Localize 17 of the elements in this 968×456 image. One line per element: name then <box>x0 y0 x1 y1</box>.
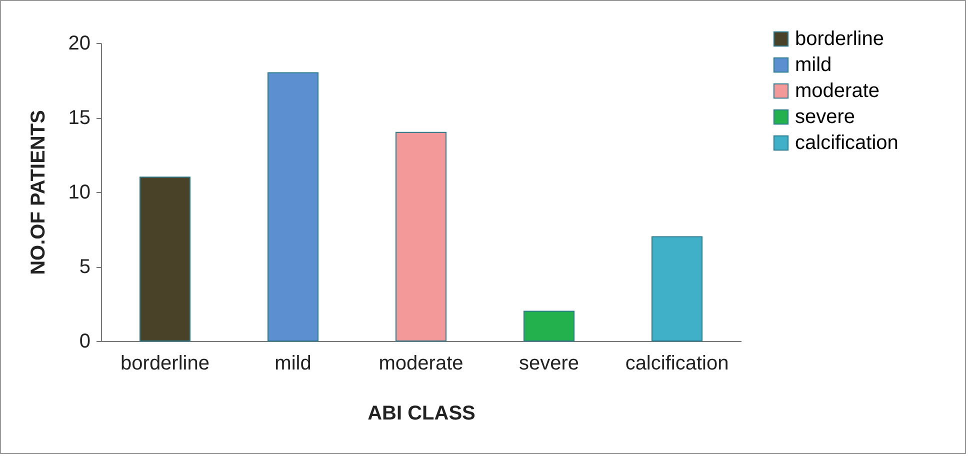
y-tick-label: 20 <box>68 32 90 54</box>
y-tick-label: 10 <box>68 182 90 204</box>
y-tick-label: 15 <box>68 107 90 129</box>
x-tick-label: calcification <box>625 352 729 374</box>
legend-label: borderline <box>795 28 884 50</box>
legend-label: calcification <box>795 132 898 154</box>
legend-label: severe <box>795 106 856 128</box>
x-tick-label: severe <box>518 352 580 374</box>
x-tick-label: borderline <box>120 352 210 374</box>
legend-label: moderate <box>795 80 880 102</box>
y-tick-label: 5 <box>79 256 90 278</box>
legend-label: mild <box>795 54 832 76</box>
y-tick-label: 0 <box>79 330 90 352</box>
y-axis-title: NO.OF PATIENTS <box>27 110 50 275</box>
x-tick-label: mild <box>274 352 312 374</box>
x-tick-label: moderate <box>378 352 464 374</box>
x-axis-title: ABI CLASS <box>368 402 476 424</box>
